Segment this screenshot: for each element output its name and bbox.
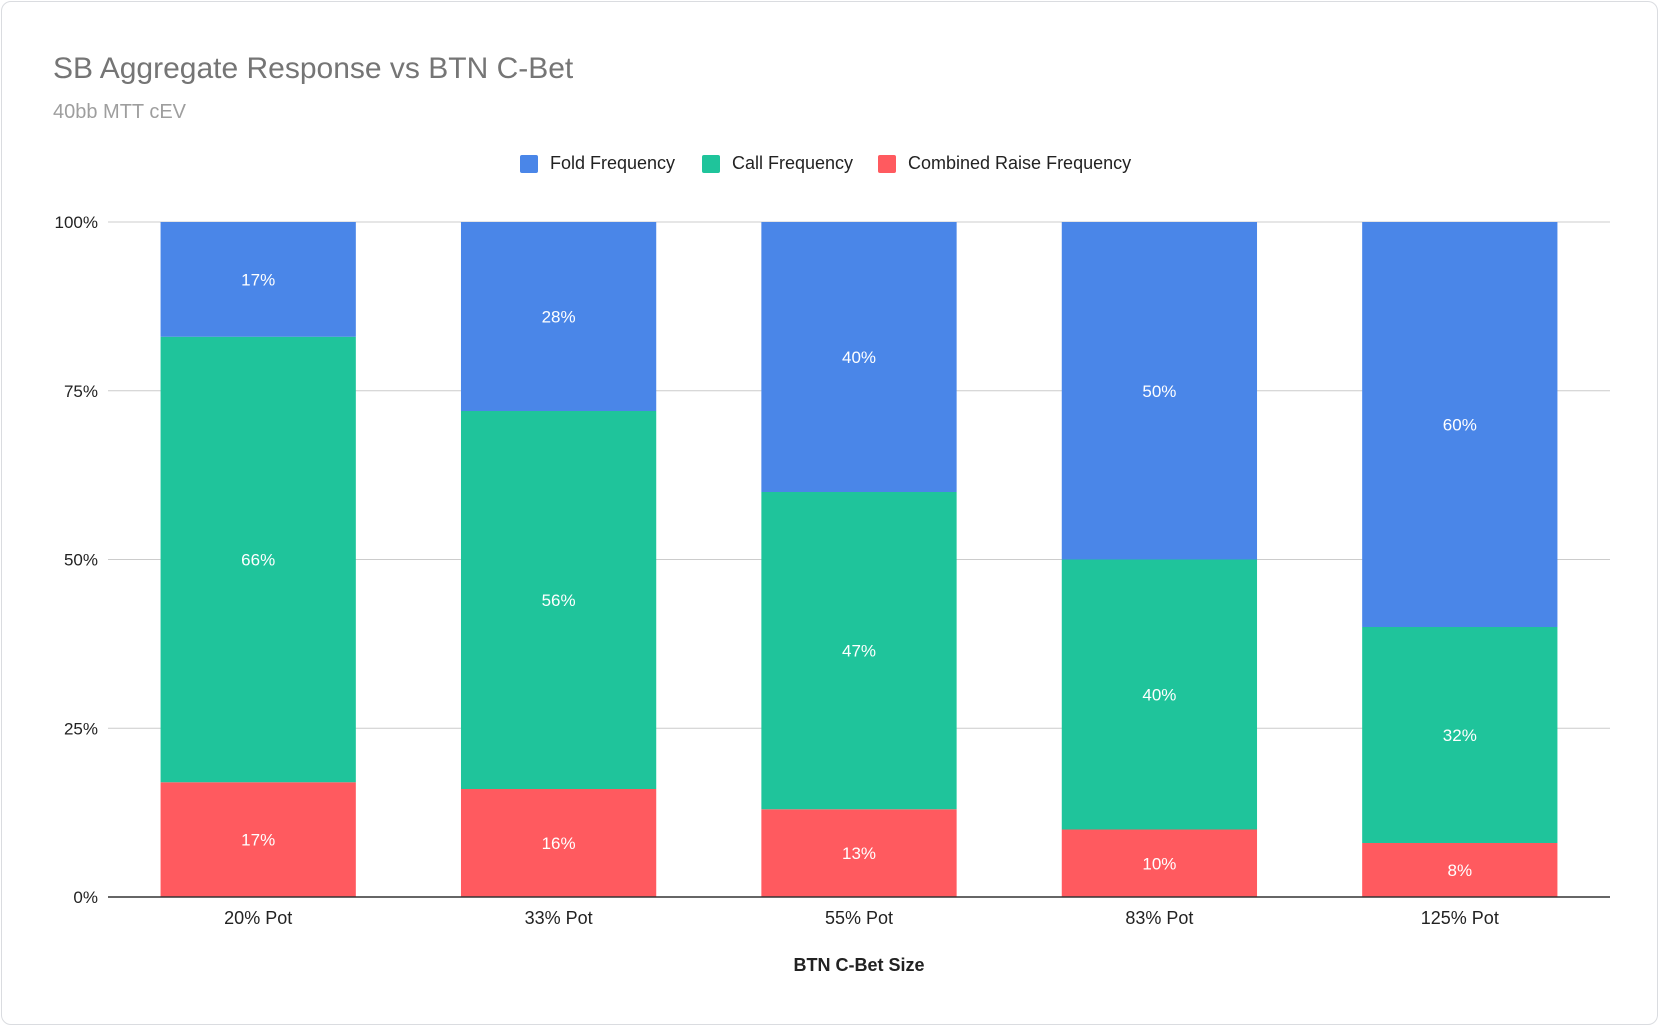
bar-segment[interactable] (1362, 222, 1558, 627)
x-axis-title: BTN C-Bet Size (793, 955, 924, 975)
legend-label-call: Call Frequency (732, 153, 854, 173)
legend-swatch-call (702, 154, 720, 173)
data-label: 56% (542, 591, 576, 610)
legend-swatch-raise (878, 154, 896, 173)
legend-item-fold[interactable]: Fold Frequency (520, 153, 675, 174)
x-tick-label: 33% Pot (525, 908, 593, 928)
data-label: 40% (842, 348, 876, 367)
y-tick-label: 50% (64, 551, 98, 570)
x-axis-ticks: 20% Pot 33% Pot 55% Pot 83% Pot 125% Pot (224, 908, 1499, 928)
bar-segment[interactable] (160, 782, 356, 897)
bar-segment[interactable] (460, 411, 657, 789)
data-label: 50% (1142, 382, 1176, 401)
bar-segment[interactable] (761, 492, 957, 810)
data-label: 16% (542, 834, 576, 853)
bar-segment[interactable] (460, 222, 657, 411)
data-label: 8% (1448, 861, 1473, 880)
data-label: 47% (842, 642, 876, 661)
y-axis-ticks: 0% 25% 50% 75% 100% (55, 213, 98, 907)
x-tick-label: 20% Pot (224, 908, 292, 928)
data-label: 10% (1142, 854, 1176, 873)
data-label: 17% (241, 270, 275, 289)
bar-segment[interactable] (160, 336, 356, 783)
data-label: 32% (1443, 726, 1477, 745)
chart-subtitle: 40bb MTT cEV (53, 101, 187, 123)
bar-segment[interactable] (1362, 627, 1558, 843)
bar-segment[interactable] (1061, 559, 1258, 830)
bars: 17% 66% 17% 16% 56% 28% 13% 47% 40% 10% 40% 50% 8% 32… (160, 222, 1558, 898)
data-label: 40% (1142, 686, 1176, 705)
y-tick-label: 0% (73, 888, 98, 907)
data-label: 13% (842, 844, 876, 863)
bar-segment[interactable] (761, 222, 957, 492)
legend-swatch-fold (520, 154, 538, 173)
data-label: 60% (1443, 416, 1477, 435)
bar-segment[interactable] (1061, 222, 1258, 560)
y-tick-label: 25% (64, 719, 98, 738)
chart-legend: Fold Frequency Call Frequency Combined R… (0, 153, 1661, 183)
legend-item-call[interactable]: Call Frequency (702, 153, 853, 174)
legend-label-raise: Combined Raise Frequency (908, 153, 1132, 173)
data-label: 28% (542, 308, 576, 327)
x-tick-label: 125% Pot (1421, 908, 1499, 928)
legend-item-raise[interactable]: Combined Raise Frequency (878, 153, 1131, 174)
chart-title: SB Aggregate Response vs BTN C-Bet (53, 52, 574, 85)
legend-label-fold: Fold Frequency (550, 153, 676, 173)
bar-segment[interactable] (160, 222, 356, 337)
bar-segment[interactable] (761, 809, 957, 897)
x-tick-label: 83% Pot (1125, 908, 1193, 928)
data-label: 17% (241, 831, 275, 850)
y-tick-label: 100% (55, 213, 98, 232)
data-label: 66% (241, 551, 275, 570)
bar-segment[interactable] (1362, 843, 1558, 897)
bar-segment[interactable] (1061, 829, 1258, 898)
y-tick-label: 75% (64, 382, 98, 401)
x-tick-label: 55% Pot (825, 908, 893, 928)
bar-segment[interactable] (460, 789, 657, 897)
